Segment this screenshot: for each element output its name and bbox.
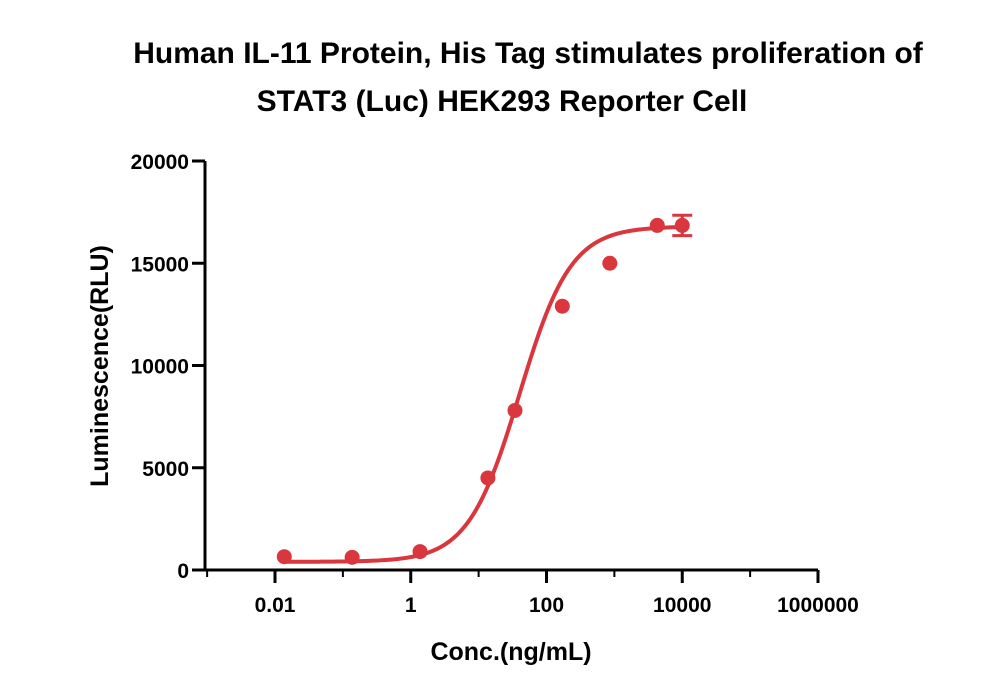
x-axis-label: Conc.(ng/mL) xyxy=(430,638,591,666)
data-point xyxy=(674,217,690,233)
data-point xyxy=(276,549,292,565)
data-point xyxy=(507,402,523,418)
data-point xyxy=(649,217,665,233)
chart-title: Human IL-11 Protein, His Tag stimulates … xyxy=(133,37,924,118)
x-tick-label: 1000000 xyxy=(777,594,859,617)
x-tick-label: 100 xyxy=(529,594,564,617)
y-tick-label: 0 xyxy=(177,560,189,583)
data-point xyxy=(412,544,428,560)
y-axis-label: Luminescence(RLU) xyxy=(86,245,114,487)
y-axis: 0 5000 10000 15000 20000 xyxy=(131,151,207,583)
y-tick-label: 20000 xyxy=(131,151,189,174)
y-tick-label: 15000 xyxy=(131,253,189,276)
plot-area xyxy=(276,213,693,565)
data-point xyxy=(602,255,618,271)
y-tick-label: 10000 xyxy=(131,356,189,379)
x-tick-label: 1 xyxy=(405,594,417,617)
chart-title-line-2: STAT3 (Luc) HEK293 Reporter Cell xyxy=(257,85,748,118)
data-point xyxy=(344,549,360,565)
chart-title-line-1: Human IL-11 Protein, His Tag stimulates … xyxy=(133,37,924,70)
x-tick-label: 0.01 xyxy=(255,594,296,617)
fit-curve xyxy=(284,225,683,564)
x-tick-label: 10000 xyxy=(653,594,711,617)
y-tick-label: 5000 xyxy=(142,458,189,481)
data-point xyxy=(480,470,496,486)
x-axis: 0.01 1 100 10000 1000000 xyxy=(205,568,859,617)
data-point xyxy=(554,298,570,314)
